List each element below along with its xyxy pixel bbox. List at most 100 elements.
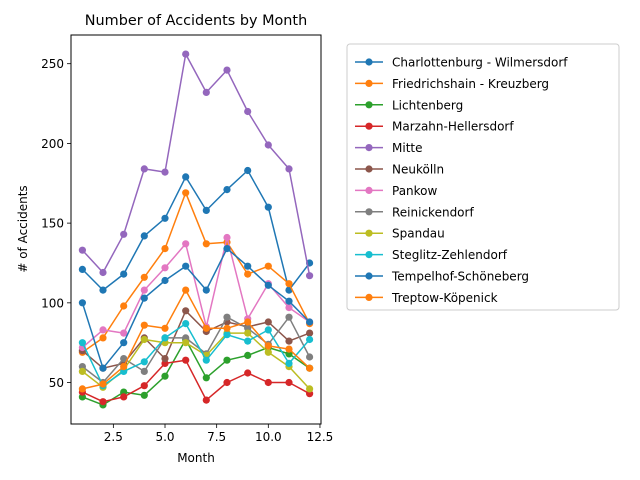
- x-tick-label: 10.0: [255, 430, 282, 444]
- legend-item: Charlottenburg - Wilmersdorf: [355, 56, 568, 70]
- data-point: [285, 297, 293, 305]
- data-point: [140, 286, 148, 294]
- series-line: [81, 53, 311, 276]
- data-point: [78, 339, 86, 347]
- data-point: [244, 369, 252, 377]
- legend-item: Friedrichshain - Kreuzberg: [355, 77, 549, 91]
- legend-marker: [365, 293, 373, 301]
- data-point: [264, 262, 272, 270]
- data-point: [120, 339, 128, 347]
- data-point: [161, 264, 169, 272]
- legend-item: Neukölln: [355, 163, 444, 177]
- data-point: [99, 286, 107, 294]
- data-point: [140, 367, 148, 375]
- data-point: [244, 270, 252, 278]
- data-point: [285, 165, 293, 173]
- data-point: [202, 356, 210, 364]
- legend-label: Treptow-Köpenick: [391, 291, 498, 305]
- legend-marker: [365, 229, 373, 237]
- data-point: [285, 313, 293, 321]
- legend-item: Marzahn-Hellersdorf: [355, 120, 514, 134]
- data-point: [223, 186, 231, 194]
- data-point: [120, 393, 128, 401]
- data-point: [202, 206, 210, 214]
- data-point: [306, 335, 314, 344]
- legend-label: Steglitz-Zehlendorf: [392, 248, 508, 262]
- data-point: [285, 337, 293, 345]
- x-tick-label: 7.5: [207, 430, 226, 444]
- data-point: [202, 324, 210, 332]
- data-point: [264, 342, 272, 350]
- legend-marker: [365, 208, 373, 216]
- data-point: [202, 396, 210, 404]
- data-point: [223, 66, 231, 74]
- data-point: [140, 358, 148, 366]
- data-point: [223, 331, 231, 339]
- legend-marker: [365, 58, 373, 66]
- y-tick-label: 200: [41, 137, 64, 151]
- legend-marker: [365, 165, 373, 173]
- data-point: [99, 326, 107, 334]
- legend-item: Tempelhof-Schöneberg: [355, 270, 529, 284]
- data-point: [182, 286, 190, 294]
- data-point: [140, 391, 148, 399]
- legend-label: Marzahn-Hellersdorf: [392, 120, 514, 134]
- data-point: [99, 380, 107, 388]
- data-point: [244, 262, 252, 270]
- legend-item: Pankow: [355, 184, 438, 198]
- data-point: [78, 367, 86, 375]
- data-point: [182, 262, 190, 270]
- legend-label: Lichtenberg: [392, 98, 463, 112]
- data-point: [202, 286, 210, 294]
- series-line: [81, 316, 311, 384]
- legend-item: Spandau: [355, 227, 445, 241]
- x-axis-label: Month: [177, 451, 215, 465]
- data-point: [285, 378, 293, 387]
- data-point: [78, 246, 86, 254]
- y-tick-label: 50: [49, 376, 64, 390]
- data-point: [140, 165, 148, 173]
- legend-label: Mitte: [392, 141, 422, 155]
- plot-area: [78, 50, 314, 409]
- legend-marker: [365, 251, 373, 259]
- data-point: [306, 364, 314, 372]
- x-tick-label: 2.5: [104, 430, 123, 444]
- data-point: [244, 166, 252, 175]
- data-point: [99, 334, 107, 342]
- plot-frame: [70, 34, 322, 425]
- data-point: [182, 339, 190, 347]
- data-point: [78, 265, 86, 273]
- legend-item: Reinickendorf: [355, 205, 474, 219]
- data-point: [264, 348, 272, 356]
- data-point: [99, 268, 107, 277]
- data-point: [161, 324, 169, 332]
- x-axis: 2.5 5.0 7.5 10.0 12.5: [104, 424, 333, 444]
- series-4: [78, 50, 314, 280]
- legend-box: [346, 43, 620, 311]
- y-axis-label: # of Accidents: [16, 185, 30, 272]
- legend-item: Mitte: [355, 141, 422, 155]
- data-point: [182, 320, 190, 328]
- data-point: [285, 359, 293, 367]
- data-point: [161, 276, 169, 285]
- data-point: [140, 273, 148, 281]
- legend-marker: [365, 122, 373, 130]
- data-point: [140, 382, 148, 390]
- data-point: [244, 329, 252, 337]
- series-9: [78, 320, 314, 390]
- data-point: [140, 232, 148, 240]
- data-point: [223, 378, 231, 387]
- legend-label: Friedrichshain - Kreuzberg: [392, 77, 549, 91]
- data-point: [78, 299, 86, 307]
- series-line: [81, 169, 311, 291]
- data-point: [202, 374, 210, 382]
- series-line: [82, 338, 311, 406]
- data-point: [285, 304, 293, 312]
- data-point: [306, 329, 314, 337]
- series-line: [81, 322, 311, 387]
- legend-label: Charlottenburg - Wilmersdorf: [392, 56, 568, 70]
- data-point: [264, 326, 272, 334]
- data-point: [244, 318, 252, 326]
- data-point: [140, 294, 148, 302]
